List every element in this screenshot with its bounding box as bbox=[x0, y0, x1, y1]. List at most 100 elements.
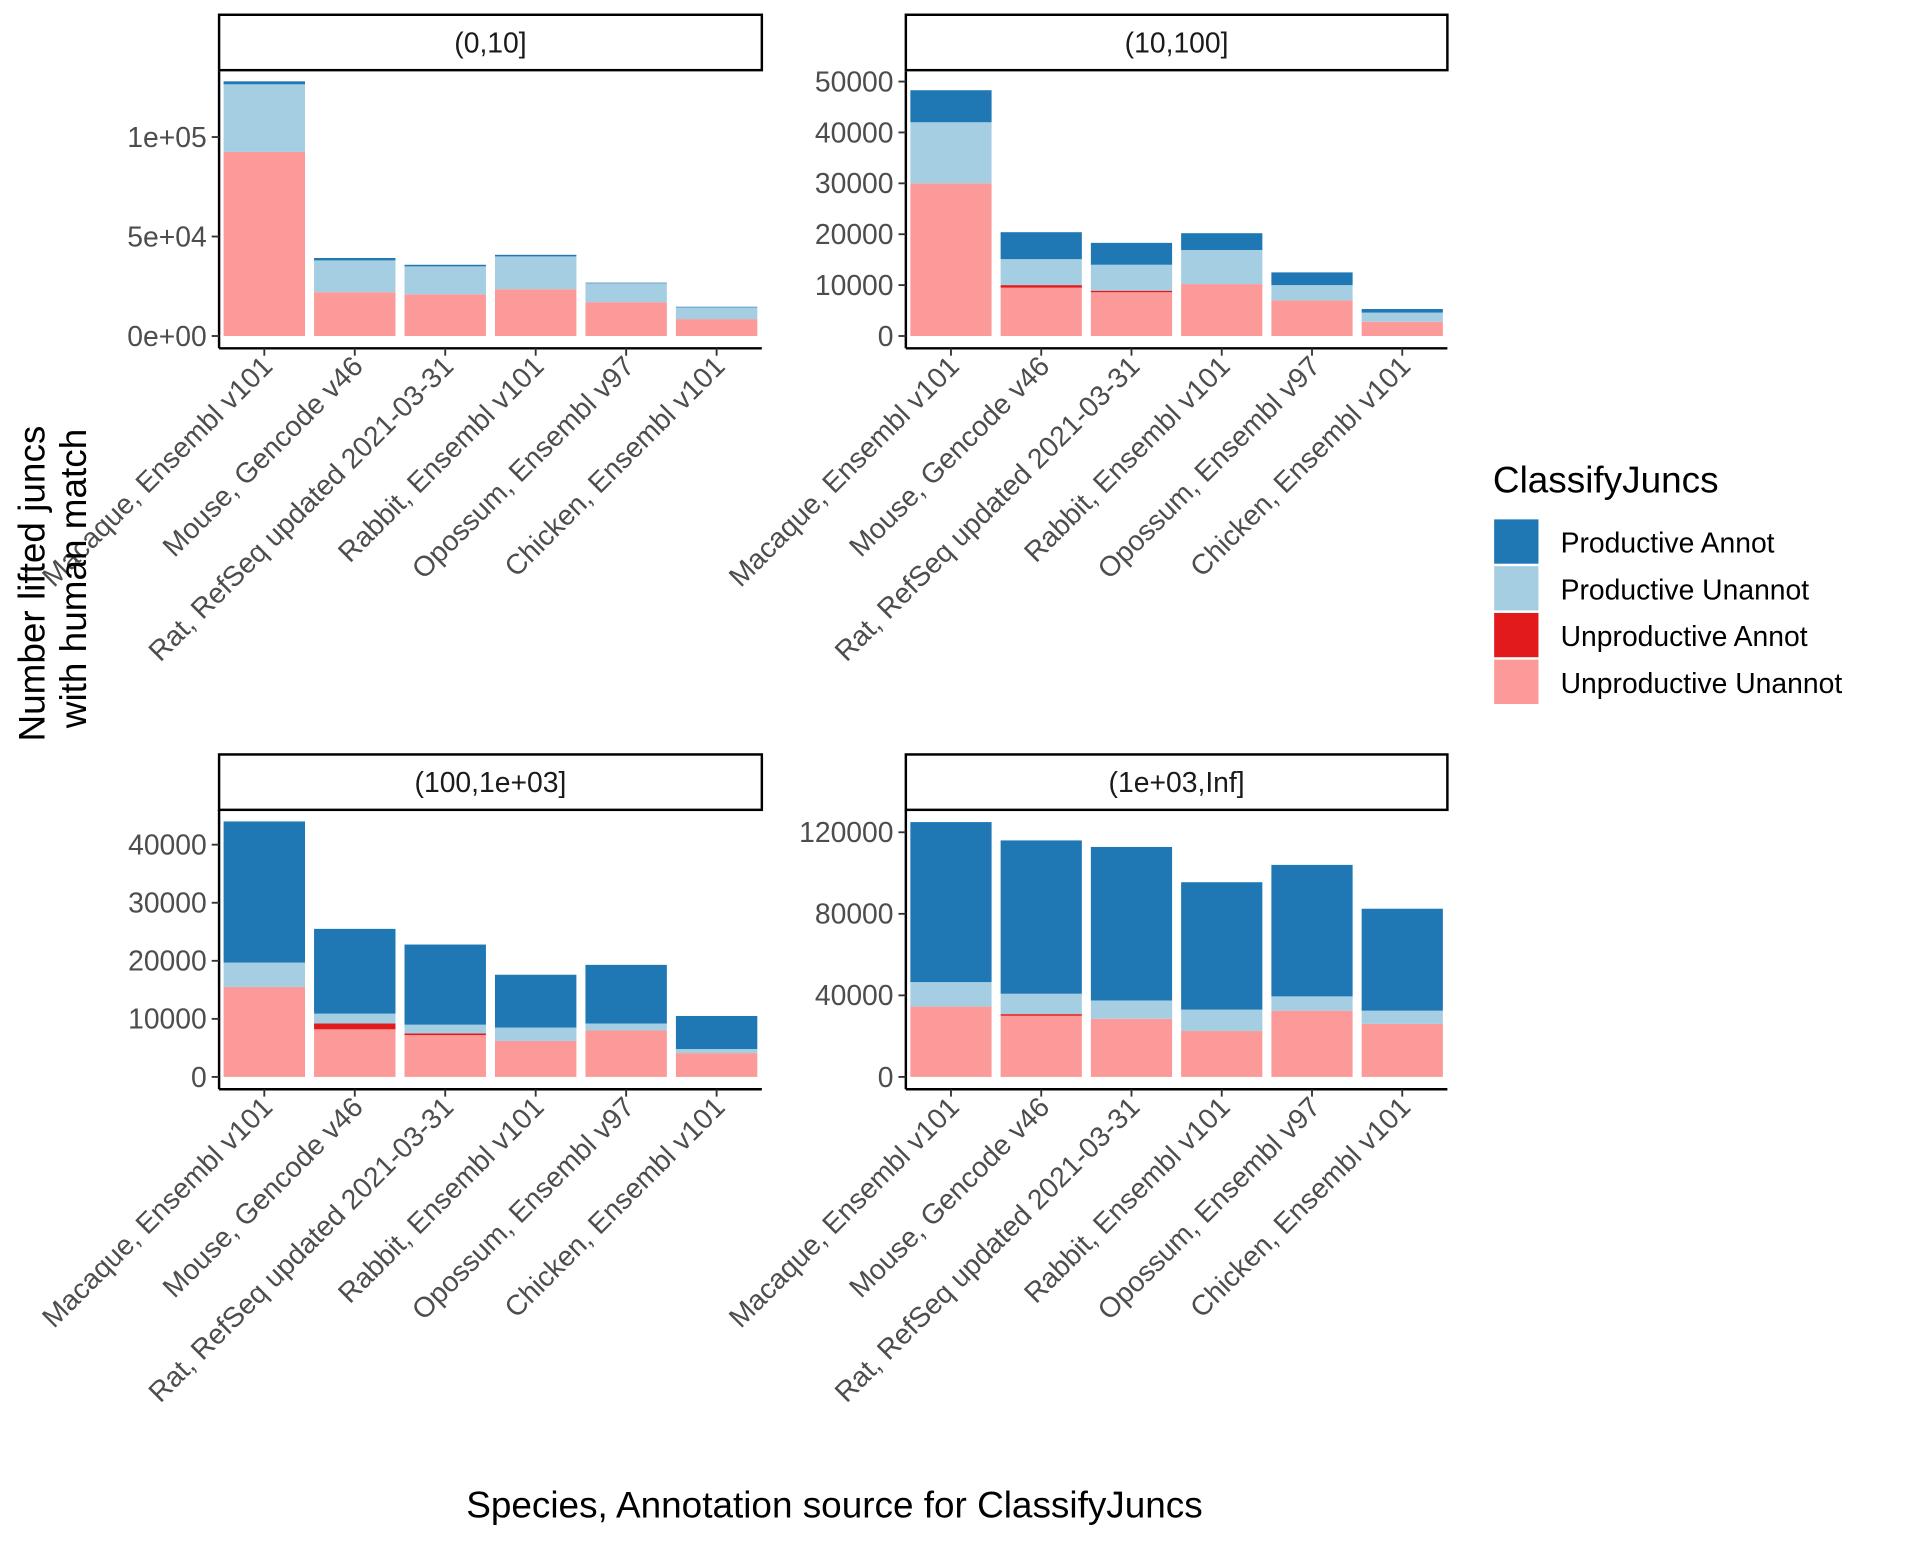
bar-segment bbox=[223, 986, 306, 1077]
bar-segment bbox=[1000, 1015, 1082, 1077]
bar-segment bbox=[223, 962, 306, 987]
panel-2: (10,100]01000020000300004000050000Macaqu… bbox=[722, 13, 1449, 667]
bar-segment bbox=[314, 928, 396, 1014]
bar-segment bbox=[1271, 996, 1353, 1011]
bar-segment bbox=[404, 266, 486, 295]
x-axis-label: Species, Annotation source for ClassifyJ… bbox=[466, 1485, 1202, 1526]
bar-segment bbox=[1361, 1023, 1443, 1077]
y-tick-label: 1e+05 bbox=[127, 121, 206, 153]
bar-segment bbox=[1181, 882, 1263, 1010]
bar-segment bbox=[404, 1035, 486, 1077]
bar-segment bbox=[1181, 1009, 1263, 1032]
facet-strip-label: (100,1e+03] bbox=[415, 766, 567, 798]
bar-segment bbox=[1090, 292, 1173, 336]
bar-segment bbox=[314, 258, 396, 261]
bar-segment bbox=[1181, 1031, 1263, 1077]
bar-segment bbox=[1000, 285, 1082, 288]
y-tick-label: 0 bbox=[878, 320, 894, 352]
bar-segment bbox=[910, 982, 992, 1007]
facet-strip-label: (10,100] bbox=[1125, 26, 1229, 58]
y-axis-label-line2: with human match bbox=[53, 429, 94, 730]
y-tick-label: 20000 bbox=[815, 218, 894, 250]
y-axis-label: Number lifted juncs with human match bbox=[11, 415, 94, 741]
facet-strip bbox=[217, 13, 764, 72]
bar-segment bbox=[585, 1023, 667, 1031]
y-axis-label-line1: Number lifted juncs bbox=[11, 426, 52, 742]
bar-segment bbox=[1000, 840, 1082, 994]
bar-segment bbox=[223, 151, 306, 336]
bar-segment bbox=[494, 1027, 577, 1041]
bar-segment bbox=[1181, 233, 1263, 250]
bar-segment bbox=[1000, 287, 1082, 336]
bar-segment bbox=[1361, 1010, 1443, 1024]
bar-segment bbox=[1090, 290, 1173, 293]
y-tick-label: 0e+00 bbox=[127, 320, 206, 352]
legend: ClassifyJuncs Productive Annot Productive… bbox=[1493, 459, 1842, 704]
bar-segment bbox=[1090, 242, 1173, 265]
y-tick-label: 10000 bbox=[815, 269, 894, 301]
bar-segment bbox=[1271, 272, 1353, 286]
bar-segment bbox=[1000, 259, 1082, 286]
legend-swatch bbox=[1494, 612, 1539, 658]
y-tick-label: 50000 bbox=[815, 65, 894, 97]
y-tick-label: 30000 bbox=[128, 887, 207, 919]
legend-title: ClassifyJuncs bbox=[1493, 459, 1719, 500]
bar-segment bbox=[1181, 250, 1263, 285]
bar-segment bbox=[1271, 1010, 1353, 1077]
facet-strip bbox=[217, 753, 764, 812]
y-tick-label: 40000 bbox=[128, 829, 207, 861]
bar-segment bbox=[910, 122, 992, 184]
y-tick-label: 10000 bbox=[128, 1003, 207, 1035]
panel-3: (100,1e+03]010000200003000040000Macaque,… bbox=[36, 753, 764, 1408]
bar-segment bbox=[314, 1013, 396, 1024]
bar-segment bbox=[314, 1023, 396, 1030]
legend-label: Productive Unannot bbox=[1561, 573, 1810, 605]
bar-segment bbox=[1090, 846, 1173, 1001]
bar-segment bbox=[585, 302, 667, 336]
bar-segment bbox=[1000, 1014, 1082, 1016]
y-tick-label: 120000 bbox=[799, 816, 893, 848]
bar-segment bbox=[1361, 321, 1443, 336]
bar-segment bbox=[1000, 993, 1082, 1015]
bar-segment bbox=[1271, 285, 1353, 301]
bar-segment bbox=[494, 1040, 577, 1077]
y-tick-label: 20000 bbox=[128, 945, 207, 977]
bar-segment bbox=[404, 1024, 486, 1034]
bar-segment bbox=[494, 256, 577, 290]
bar-segment bbox=[910, 1006, 992, 1077]
legend-label: Productive Annot bbox=[1561, 527, 1775, 559]
bar-segment bbox=[404, 264, 486, 267]
bar-segment bbox=[675, 319, 758, 336]
legend-swatch bbox=[1494, 566, 1539, 611]
bar-segment bbox=[1090, 1018, 1173, 1077]
y-tick-label: 40000 bbox=[815, 979, 894, 1011]
bar-segment bbox=[494, 974, 577, 1028]
legend-label: Unproductive Annot bbox=[1561, 620, 1808, 652]
bar-segment bbox=[585, 283, 667, 303]
bar-segment bbox=[404, 944, 486, 1025]
bar-segment bbox=[675, 1049, 758, 1054]
facet-strip bbox=[904, 753, 1449, 812]
bar-segment bbox=[1361, 908, 1443, 1011]
bar-segment bbox=[404, 294, 486, 336]
facet-strip-label: (1e+03,Inf] bbox=[1109, 766, 1245, 798]
y-tick-label: 80000 bbox=[815, 898, 894, 930]
bar-segment bbox=[675, 306, 758, 308]
bar-segment bbox=[1090, 264, 1173, 291]
legend-swatch bbox=[1494, 519, 1539, 564]
facet-strip-label: (0,10] bbox=[454, 26, 526, 58]
bar-segment bbox=[494, 254, 577, 257]
bar-segment bbox=[223, 81, 306, 85]
bar-segment bbox=[314, 1029, 396, 1077]
bar-segment bbox=[1361, 309, 1443, 313]
legend-label: Unproductive Unannot bbox=[1561, 667, 1843, 699]
bar-segment bbox=[404, 1033, 486, 1036]
bar-segment bbox=[675, 1053, 758, 1077]
bar-segment bbox=[1271, 300, 1353, 336]
bar-segment bbox=[675, 1015, 758, 1050]
y-tick-label: 5e+04 bbox=[127, 220, 206, 252]
